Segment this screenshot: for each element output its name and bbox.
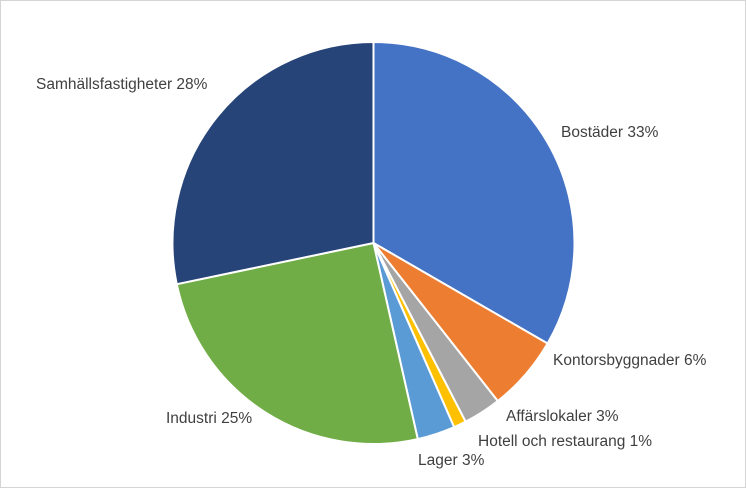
pie-slice-samh-llsfastigheter xyxy=(171,41,375,286)
pie-slice-industri xyxy=(175,242,419,445)
slice-label-hotell-och-restaurang: Hotell och restaurang 1% xyxy=(478,433,653,450)
slice-label-lager: Lager 3% xyxy=(418,452,485,469)
slice-label-affarslokaler: Affärslokaler 3% xyxy=(506,408,619,425)
slice-label-bostader: Bostäder 33% xyxy=(561,124,659,141)
slice-label-samhallsfastigheter: Samhällsfastigheter 28% xyxy=(36,76,208,93)
slice-label-kontorsbyggnader: Kontorsbyggnader 6% xyxy=(553,352,707,369)
slice-label-industri: Industri 25% xyxy=(166,410,253,427)
pie-slice-bost-der xyxy=(372,41,576,345)
